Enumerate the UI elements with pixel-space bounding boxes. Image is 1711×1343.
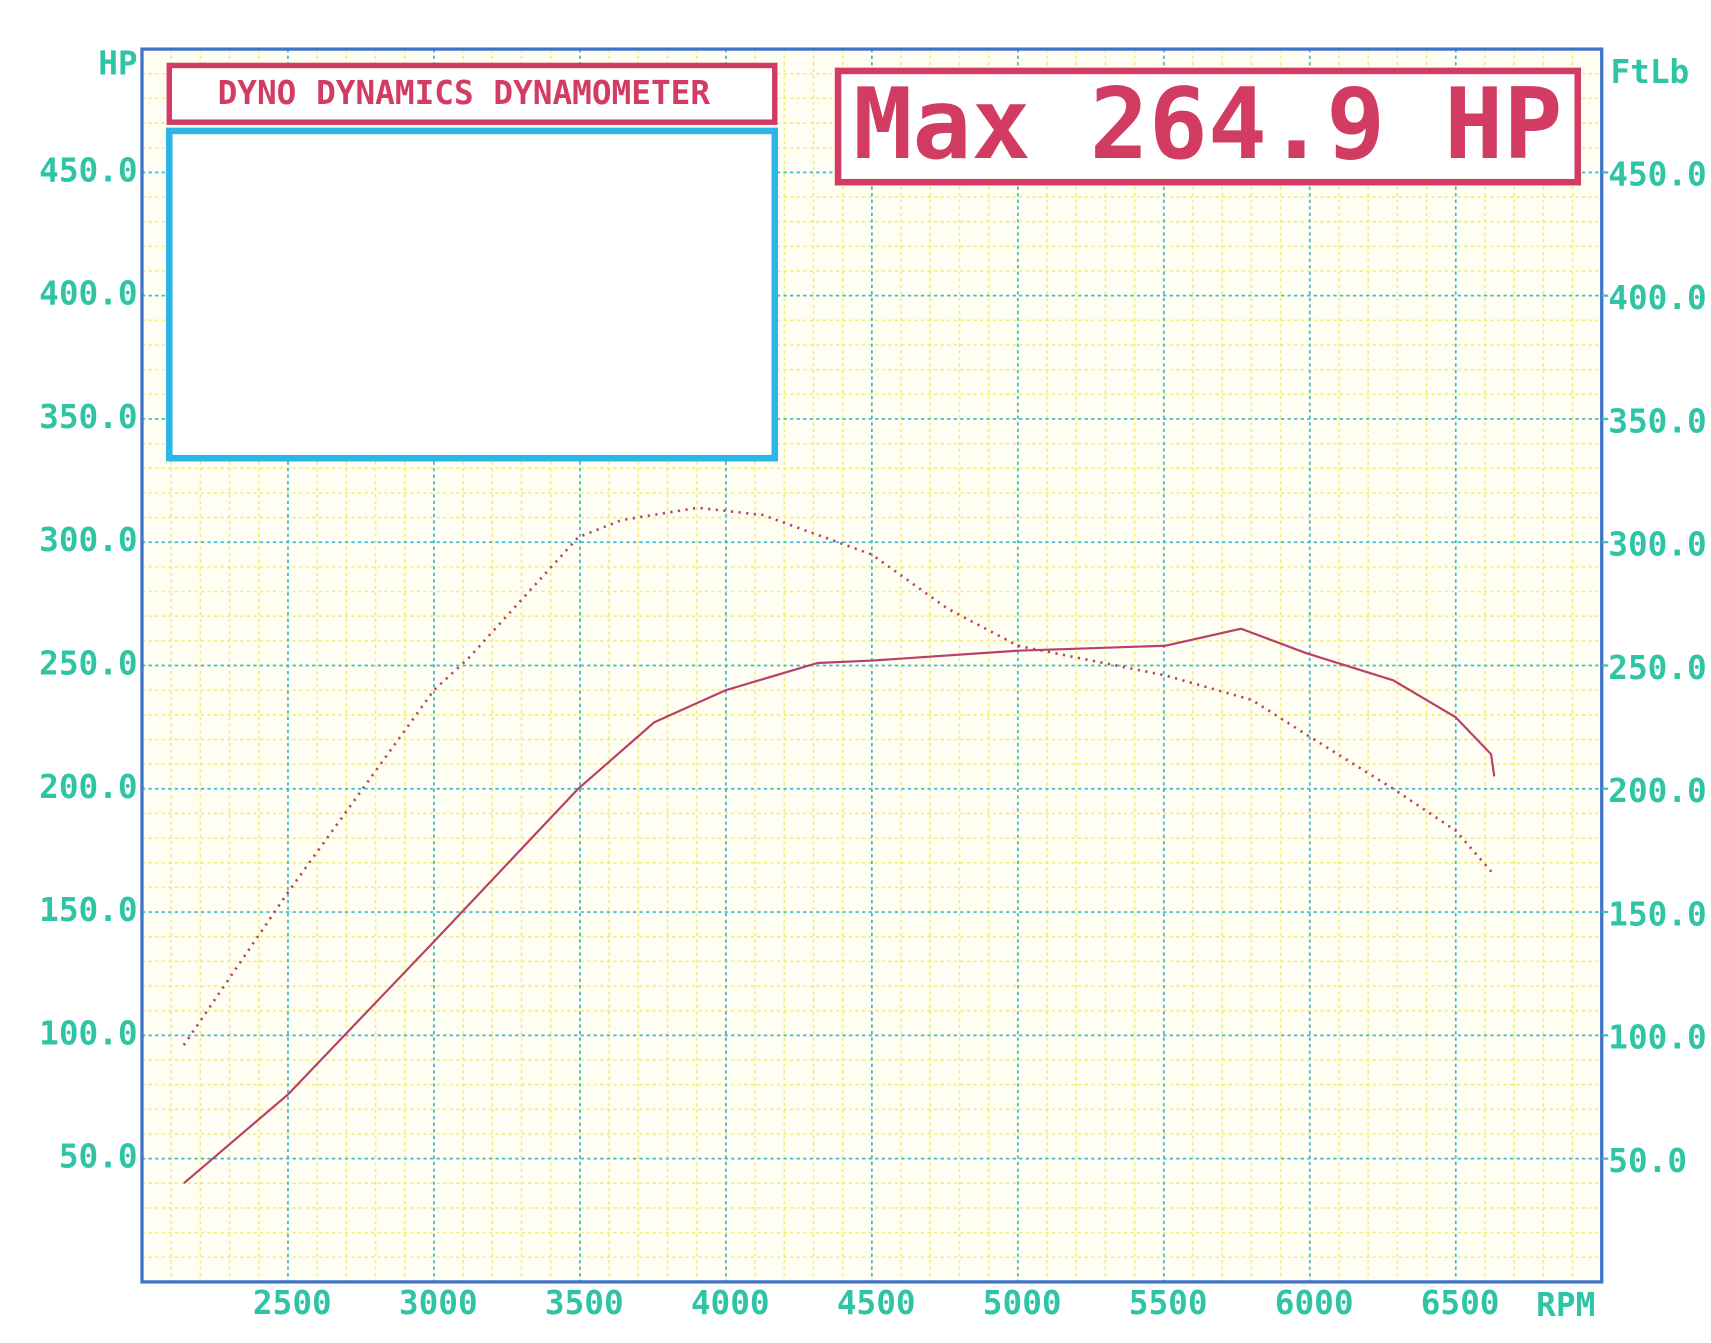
y-tick-label: 200.0: [39, 768, 138, 806]
x-tick-label: 6500: [1421, 1284, 1500, 1322]
y2-axis-label: FtLb: [1610, 53, 1689, 91]
x-tick-label: 4000: [691, 1284, 770, 1322]
y2-tick-label: 250.0: [1608, 649, 1707, 687]
x-tick-label: 3000: [399, 1284, 478, 1322]
y-tick-label: 50.0: [59, 1138, 138, 1176]
y2-tick-label: 50.0: [1608, 1142, 1687, 1180]
x-axis-label: RPM: [1536, 1286, 1595, 1324]
y2-tick-label: 200.0: [1608, 772, 1707, 810]
max-box: [834, 67, 1582, 186]
y-tick-label: 350.0: [39, 398, 138, 436]
y-tick-label: 300.0: [39, 521, 138, 559]
x-tick-label: 6000: [1275, 1284, 1354, 1322]
y2-tick-label: 450.0: [1608, 156, 1707, 194]
y-tick-label: 150.0: [39, 891, 138, 929]
y-tick-label: 250.0: [39, 644, 138, 682]
chart-title: DYNO DYNAMICS DYNAMOMETER: [218, 74, 711, 112]
info-box: [165, 127, 779, 462]
x-tick-label: 5500: [1129, 1284, 1208, 1322]
title-box: [166, 62, 778, 125]
y2-tick-label: 400.0: [1608, 279, 1707, 317]
x-tick-label: 2500: [253, 1284, 332, 1322]
y-axis-label: HP: [98, 44, 137, 82]
x-tick-label: 5000: [983, 1284, 1062, 1322]
y-tick-label: 100.0: [39, 1014, 138, 1052]
y2-tick-label: 100.0: [1608, 1019, 1707, 1057]
max-label: Max 264.9 HP: [853, 68, 1562, 182]
x-tick-label: 4500: [837, 1284, 916, 1322]
y2-tick-label: 150.0: [1608, 895, 1707, 933]
y-tick-label: 400.0: [39, 275, 138, 313]
y-tick-label: 450.0: [39, 151, 138, 189]
y2-tick-label: 300.0: [1608, 526, 1707, 564]
y2-tick-label: 350.0: [1608, 402, 1707, 440]
x-tick-label: 3500: [545, 1284, 624, 1322]
curve: [183, 627, 1496, 1185]
